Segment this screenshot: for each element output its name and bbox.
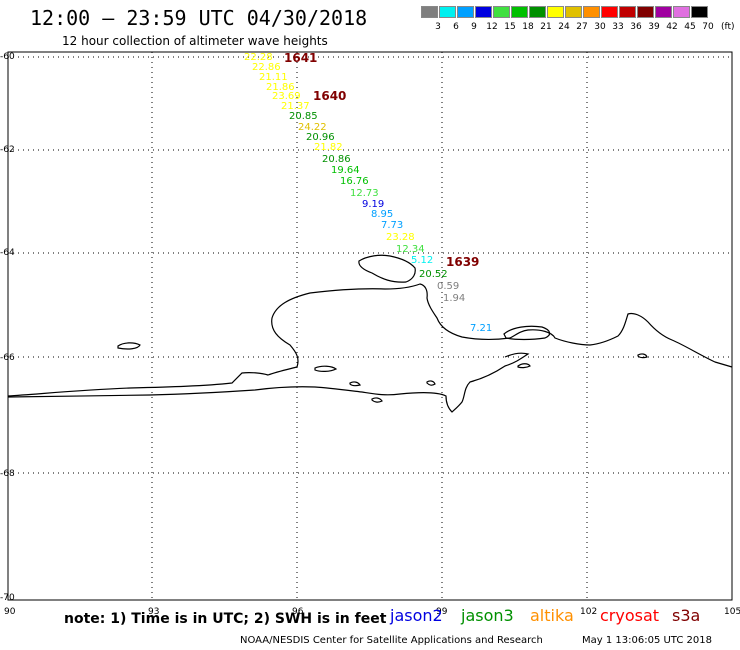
swh-label: 9.19 (362, 199, 384, 210)
legend-swatch (439, 6, 456, 18)
legend-label: 24 (558, 22, 570, 32)
pass-times: 1641 1640 1639 (284, 51, 479, 269)
legend-swatch (457, 6, 474, 18)
swh-label: 23.69 (272, 91, 301, 102)
swh-label: 12.73 (350, 188, 379, 199)
swh-label: 7.73 (381, 220, 403, 231)
longitude-label: 99 (436, 607, 448, 617)
legend-label: 18 (522, 22, 534, 32)
latitude-label: -60 (0, 52, 15, 62)
legend-swatch (655, 6, 672, 18)
swh-label: 8.95 (371, 209, 393, 220)
swh-label: 22.86 (252, 62, 281, 73)
longitude-label: 90 (4, 607, 16, 617)
legend-label: 27 (576, 22, 588, 32)
swh-label: 5.12 (411, 255, 433, 266)
swh-label: 7.21 (470, 323, 492, 334)
legend-label: 15 (504, 22, 516, 32)
swh-label: 19.64 (331, 165, 360, 176)
legend-swatch (421, 6, 438, 18)
swh-label: 22.28 (244, 52, 273, 63)
pass-time-label: 1639 (446, 255, 479, 269)
legend-swatch (619, 6, 636, 18)
legend-label: 21 (540, 22, 552, 32)
legend-swatch (565, 6, 582, 18)
legend-label: 36 (630, 22, 642, 32)
swh-label: 20.85 (289, 111, 318, 122)
legend-unit: (ft) (721, 22, 735, 32)
legend-swatch (547, 6, 564, 18)
swh-label: 21.37 (281, 101, 310, 112)
legend-swatch (637, 6, 654, 18)
swh-label: 20.86 (322, 154, 351, 165)
swh-label: 12.34 (396, 244, 425, 255)
map-frame (7, 51, 733, 601)
coastline (7, 254, 733, 413)
satellite-s3a: s3a (672, 606, 701, 625)
swh-track: 22.2822.8621.1121.8623.6921.3720.8524.22… (244, 52, 492, 334)
legend-label: 42 (666, 22, 678, 32)
swh-label: 20.96 (306, 132, 335, 143)
longitude-label: 93 (148, 607, 159, 617)
legend-swatch (673, 6, 690, 18)
satellite-cryosat: cryosat (600, 606, 660, 625)
longitude-label: 105 (724, 607, 740, 617)
longitude-label: 102 (580, 607, 597, 617)
legend-label: 33 (612, 22, 624, 32)
timestamp-text: May 1 13:06:05 UTC 2018 (582, 635, 712, 646)
page-title: 12:00 — 23:59 UTC 04/30/2018 (30, 6, 368, 30)
legend-label: 9 (471, 22, 477, 32)
legend-label: 39 (648, 22, 660, 32)
longitude-label: 96 (292, 607, 304, 617)
legend-swatch (691, 6, 708, 18)
legend-swatch (475, 6, 492, 18)
page-subtitle: 12 hour collection of altimeter wave hei… (62, 34, 328, 48)
swh-label: 0.59 (437, 281, 459, 292)
pass-time-label: 1641 (284, 51, 317, 65)
swh-label: 21.86 (266, 82, 295, 93)
latitude-label: -66 (0, 353, 15, 363)
legend-label: 70 (702, 22, 714, 32)
satellite-altika: altika (530, 606, 574, 625)
legend-swatch (493, 6, 510, 18)
swh-label: 1.94 (443, 293, 465, 304)
satellite-jason2: jason2 (390, 606, 443, 625)
legend-swatch (529, 6, 546, 18)
legend-swatch (583, 6, 600, 18)
legend-label: 30 (594, 22, 606, 32)
swh-label: 20.52 (419, 269, 448, 280)
swh-label: 24.22 (298, 122, 327, 133)
legend-swatch (511, 6, 528, 18)
latitude-label: -70 (0, 593, 15, 603)
swh-label: 21.82 (314, 142, 343, 153)
latitude-labels: -60 -62 -64 -66 -68 -70 (0, 52, 15, 603)
swh-label: 23.28 (386, 232, 415, 243)
pass-time-label: 1640 (313, 89, 346, 103)
swh-label: 16.76 (340, 176, 369, 187)
legend-label: 45 (684, 22, 696, 32)
satellite-jason3: jason3 (461, 606, 514, 625)
latitude-label: -64 (0, 248, 15, 258)
credit-text: NOAA/NESDIS Center for Satellite Applica… (240, 635, 543, 646)
latitude-label: -68 (0, 469, 15, 479)
swh-label: 21.11 (259, 72, 288, 83)
legend-swatch (601, 6, 618, 18)
footer-note: note: 1) Time is in UTC; 2) SWH is in fe… (64, 611, 387, 627)
legend-label: 12 (486, 22, 498, 32)
latitude-label: -62 (0, 145, 15, 155)
legend-label: 6 (453, 22, 459, 32)
graticule (8, 52, 732, 600)
legend-label: 3 (435, 22, 441, 32)
longitude-labels: 90 93 96 99 102 105 (4, 607, 740, 617)
